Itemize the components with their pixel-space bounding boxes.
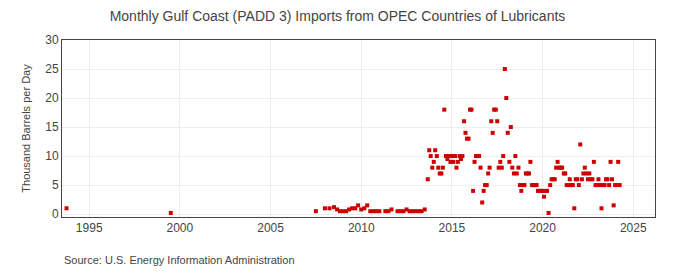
svg-text:1995: 1995 xyxy=(76,221,103,235)
svg-text:Monthly Gulf Coast (PADD 3) Im: Monthly Gulf Coast (PADD 3) Imports from… xyxy=(110,8,566,24)
svg-text:15: 15 xyxy=(45,120,59,134)
svg-text:5: 5 xyxy=(52,178,59,192)
svg-text:20: 20 xyxy=(45,91,59,105)
svg-text:2010: 2010 xyxy=(348,221,375,235)
svg-text:2000: 2000 xyxy=(167,221,194,235)
svg-text:2025: 2025 xyxy=(620,221,647,235)
svg-text:2020: 2020 xyxy=(529,221,556,235)
svg-text:Thousand Barrels per Day: Thousand Barrels per Day xyxy=(20,64,32,193)
svg-text:Source: U.S. Energy Informatio: Source: U.S. Energy Information Administ… xyxy=(64,254,295,266)
svg-text:10: 10 xyxy=(45,149,59,163)
svg-text:0: 0 xyxy=(52,207,59,221)
svg-text:2005: 2005 xyxy=(257,221,284,235)
svg-text:30: 30 xyxy=(45,33,59,47)
svg-text:25: 25 xyxy=(45,62,59,76)
svg-text:2015: 2015 xyxy=(439,221,466,235)
